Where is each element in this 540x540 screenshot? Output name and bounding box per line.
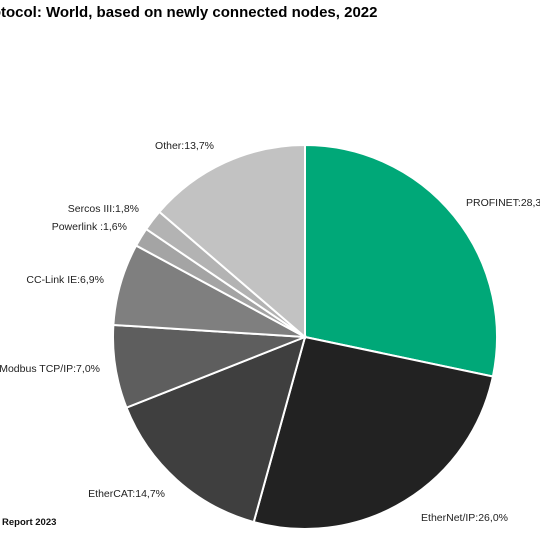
source-footer: Report 2023 xyxy=(2,517,57,528)
slice-label-6: Sercos III:1,8% xyxy=(68,203,139,215)
slice-label-7: Other:13,7% xyxy=(155,140,214,152)
pie-slice-1 xyxy=(252,335,495,530)
slice-label-1: EtherNet/IP:26,0% xyxy=(421,512,508,524)
slice-label-5: Powerlink :1,6% xyxy=(52,221,127,233)
pie-slice-7 xyxy=(157,143,306,340)
slice-label-4: CC-Link IE:6,9% xyxy=(26,274,104,286)
slice-label-0: PROFINET:28,3 xyxy=(466,197,540,209)
slice-label-3: Modbus TCP/IP:7,0% xyxy=(0,363,100,375)
pie-slice-2 xyxy=(125,335,307,524)
chart-title: rotocol: World, based on newly connected… xyxy=(0,4,378,21)
slice-label-2: EtherCAT:14,7% xyxy=(88,488,165,500)
pie-slice-0 xyxy=(304,143,498,378)
